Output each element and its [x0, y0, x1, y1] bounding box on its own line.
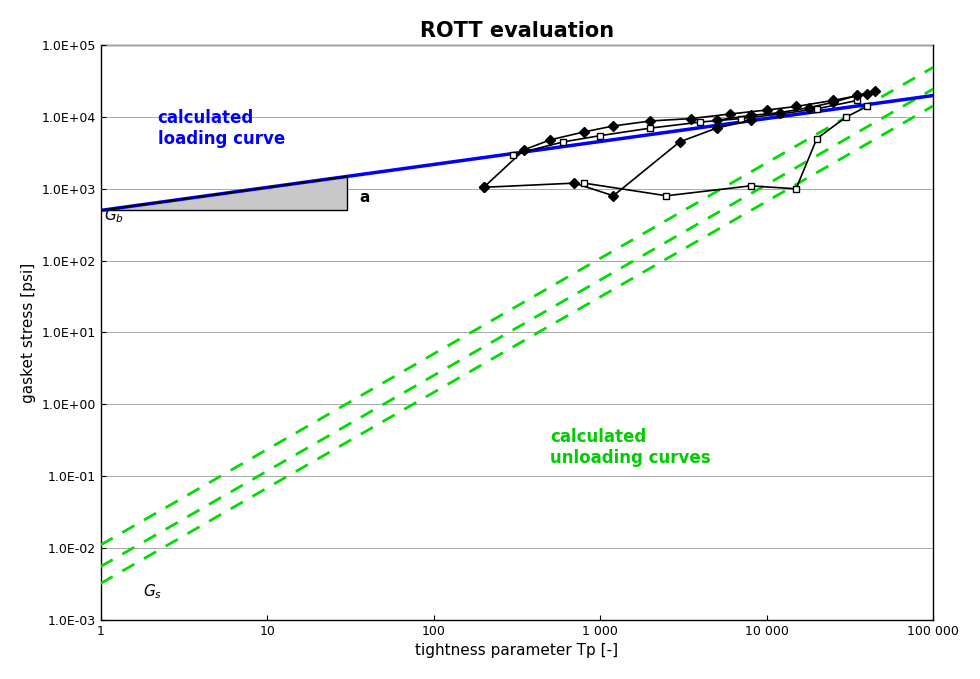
Polygon shape — [101, 177, 347, 210]
Title: ROTT evaluation: ROTT evaluation — [419, 21, 614, 41]
Text: $G_b$: $G_b$ — [104, 206, 124, 225]
X-axis label: tightness parameter Tp [-]: tightness parameter Tp [-] — [416, 643, 618, 658]
Y-axis label: gasket stress [psi]: gasket stress [psi] — [21, 262, 36, 403]
Text: calculated
unloading curves: calculated unloading curves — [550, 428, 710, 467]
Text: calculated
loading curve: calculated loading curve — [158, 109, 285, 147]
Text: a: a — [360, 190, 370, 205]
Text: $G_s$: $G_s$ — [143, 582, 163, 600]
